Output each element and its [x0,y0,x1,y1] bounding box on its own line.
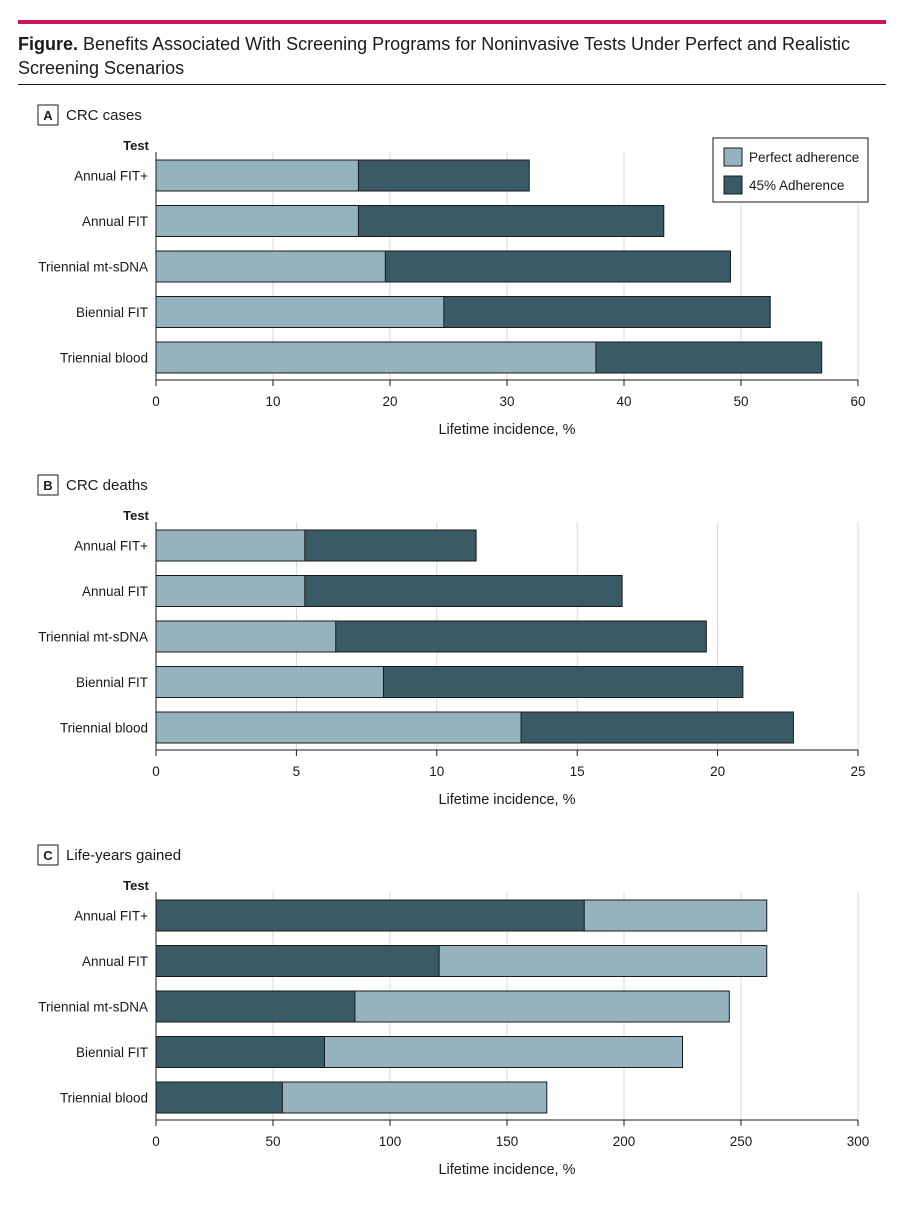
bar-45-adherence-biennial-fit [155,1036,325,1068]
category-label: Triennial mt-sDNA [38,260,148,275]
x-tick-label: 0 [152,1134,160,1149]
panel-letter: A [43,108,53,123]
legend-label-perfect-adherence: Perfect adherence [749,150,859,165]
x-tick-label: 250 [730,1134,753,1149]
x-tick-label: 10 [265,394,280,409]
x-tick-label: 50 [265,1134,280,1149]
x-tick-label: 30 [499,394,514,409]
x-tick-label: 5 [293,764,301,779]
legend-label-45-adherence: 45% Adherence [749,178,844,193]
figure-title-prefix: Figure. [18,34,79,54]
x-tick-label: 15 [570,764,585,779]
category-label: Annual FIT [82,584,148,599]
x-tick-label: 0 [152,394,160,409]
panel-title: CRC cases [66,107,142,124]
panel-title: Life-years gained [66,847,181,864]
category-label: Triennial mt-sDNA [38,630,148,645]
bar-perfect-adherence-triennial-blood [155,341,597,374]
x-tick-label: 50 [733,394,748,409]
x-tick-label: 20 [710,764,725,779]
bar-45-adherence-annual-fit [155,945,440,977]
panel-letter-box [37,104,59,126]
panel-letter: B [43,478,52,493]
x-axis-title: Lifetime incidence, % [438,422,575,438]
panel-letter-box [37,474,59,496]
chart-life-years-gained: C Life-years gained Test Annual FIT+ Annual … [37,844,870,1178]
legend-swatch-45-adherence [723,175,743,195]
bar-perfect-adherence-annual-fit [155,575,306,607]
bar-perfect-adherence-triennial-mt-sdna [155,250,386,283]
category-label: Annual FIT+ [74,909,148,924]
x-axis-title: Lifetime incidence, % [438,792,575,808]
bar-perfect-adherence-triennial-blood [155,711,522,744]
bar-perfect-adherence-triennial-mt-sdna [155,620,337,653]
x-tick-label: 10 [429,764,444,779]
bar-perfect-adherence-annual-fit [155,529,306,562]
bar-45-adherence-triennial-mt-sdna [155,990,356,1023]
panel-a-crc-cases: A CRC cases Test Annual FIT+ Annual FIT Trien… [0,96,904,466]
bar-perfect-adherence-biennial-fit [155,296,445,328]
category-label: Annual FIT+ [74,169,148,184]
x-tick-label: 60 [850,394,865,409]
panel-letter-box [37,844,59,866]
chart-crc-cases: A CRC cases Test Annual FIT+ Annual FIT Trien… [37,104,869,438]
bar-45-adherence-annual-fit [155,899,585,932]
bar-perfect-adherence-annual-fit [155,205,359,237]
x-tick-label: 100 [379,1134,402,1149]
category-label: Biennial FIT [76,675,148,690]
category-label: Biennial FIT [76,1045,148,1060]
x-tick-label: 300 [847,1134,870,1149]
category-label: Triennial blood [60,721,148,736]
bar-perfect-adherence-annual-fit [155,159,359,192]
legend-swatch-perfect-adherence [723,147,743,167]
category-axis-title: Test [123,138,149,153]
figure-title-text: Benefits Associated With Screening Progr… [18,34,851,78]
chart-crc-deaths: B CRC deaths Test Annual FIT+ Annual FIT Trie… [37,474,866,808]
bar-45-adherence-triennial-blood [155,1081,283,1114]
panel-c-life-years-gained: C Life-years gained Test Annual FIT+ Annual … [0,836,904,1206]
x-tick-label: 0 [152,764,160,779]
panel-title: CRC deaths [66,477,148,494]
panel-letter: C [43,848,53,863]
category-label: Biennial FIT [76,305,148,320]
category-label: Triennial mt-sDNA [38,1000,148,1015]
category-label: Annual FIT+ [74,539,148,554]
category-label: Annual FIT [82,954,148,969]
x-tick-label: 20 [382,394,397,409]
x-tick-label: 200 [613,1134,636,1149]
x-tick-label: 150 [496,1134,519,1149]
x-tick-label: 40 [616,394,631,409]
title-rule [18,84,886,85]
bar-perfect-adherence-biennial-fit [155,666,384,698]
figure-title: Figure. Benefits Associated With Screeni… [18,32,878,80]
category-label: Annual FIT [82,214,148,229]
category-label: Triennial blood [60,1091,148,1106]
accent-rule [18,20,886,24]
category-axis-title: Test [123,508,149,523]
panel-b-crc-deaths: B CRC deaths Test Annual FIT+ Annual FIT Trie… [0,466,904,836]
category-label: Triennial blood [60,351,148,366]
x-tick-label: 25 [850,764,865,779]
category-axis-title: Test [123,878,149,893]
legend: Perfect adherence 45% Adherence [712,137,869,203]
x-axis-title: Lifetime incidence, % [438,1162,575,1178]
